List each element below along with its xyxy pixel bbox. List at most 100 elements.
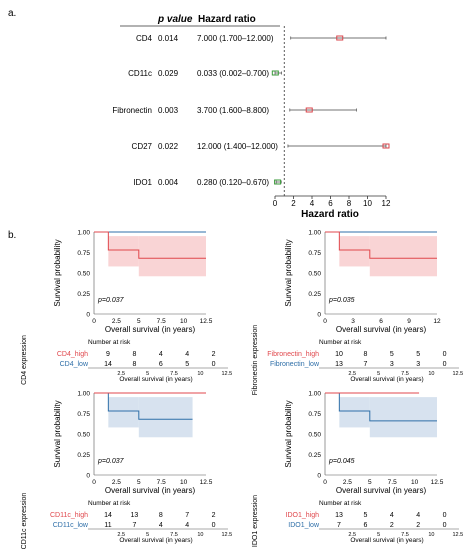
km-ytick: 0: [317, 473, 321, 480]
km-ytick: 0: [86, 473, 90, 480]
risk-tick: 7.5: [170, 532, 178, 538]
km-xtick: 0: [92, 479, 96, 486]
risk-high-count: 10: [335, 351, 343, 358]
risk-tick: 2.5: [348, 532, 356, 538]
row-pvalue: 0.003: [158, 106, 179, 115]
row-hr-text: 3.700 (1.600–8.800): [197, 106, 269, 115]
risk-title: Number at risk: [319, 500, 362, 507]
km-xtick: 0: [92, 318, 96, 325]
risk-low-count: 7: [363, 361, 367, 368]
km-plot-fn: Survival probability 1.00 0.75 0.50 0.25 0 p=0…: [252, 230, 463, 396]
risk-high-count: 4: [416, 512, 420, 519]
km-xtick: 12.5: [200, 318, 213, 325]
km-plot-cd11c: Survival probability 1.00 0.75 0.50 0.25 0 p=0…: [21, 391, 232, 550]
ci-band: [138, 397, 193, 438]
risk-high-count: 13: [335, 512, 343, 519]
km-pvalue: p=0.035: [328, 297, 355, 304]
risk-high-count: 0: [443, 512, 447, 519]
km-pvalue: p=0.045: [328, 458, 355, 465]
forest-tick-label: 0: [273, 199, 278, 208]
risk-low-count: 4: [159, 522, 163, 529]
risk-tick: 10: [197, 532, 203, 538]
risk-high-count: 5: [390, 351, 394, 358]
km-plot-cd4: Survival probability 1.00 0.75 0.50 0.25 0 p=0…: [21, 230, 232, 385]
risk-high-count: 0: [443, 351, 447, 358]
hr-header: Hazard ratio: [198, 14, 256, 25]
risk-high-count: 7: [185, 512, 189, 519]
forest-xlabel: Hazard ratio: [301, 209, 359, 220]
km-ytick: 0: [317, 312, 321, 319]
row-pvalue: 0.022: [158, 142, 179, 151]
risk-low-count: 0: [443, 522, 447, 529]
risk-tick: 5: [146, 532, 149, 538]
row-name: Fibronectin: [112, 106, 152, 115]
km-ylabel: Survival probability: [284, 239, 293, 306]
km-xlabel: Overall survival (in years): [105, 325, 196, 334]
km-xtick: 7.5: [157, 318, 166, 325]
km-ytick: 1.00: [77, 391, 90, 398]
hr-point: [271, 70, 279, 76]
risk-high-label: CD4_high: [57, 351, 88, 358]
risk-tick: 5: [146, 371, 149, 377]
row-pvalue: 0.004: [158, 178, 179, 187]
risk-low-count: 6: [363, 522, 367, 529]
risk-low-count: 0: [443, 361, 447, 368]
risk-low-label: CD4_low: [60, 361, 89, 368]
risk-low-count: 13: [335, 361, 343, 368]
row-name: CD27: [132, 142, 153, 151]
risk-title: Number at risk: [88, 339, 131, 346]
panel-b-label: b.: [8, 230, 16, 241]
row-name: CD11c: [128, 69, 152, 78]
km-xtick: 3: [351, 318, 355, 325]
risk-xlabel: Overall survival (in years): [350, 376, 423, 383]
row-pvalue: 0.029: [158, 69, 179, 78]
risk-high-count: 5: [363, 512, 367, 519]
km-ytick: 1.00: [308, 391, 321, 398]
risk-low-count: 3: [390, 361, 394, 368]
risk-low-label: Fibronectin_low: [270, 361, 320, 368]
risk-high-count: 2: [212, 512, 216, 519]
km-xtick: 7.5: [157, 479, 166, 486]
km-ytick: 0.50: [77, 432, 90, 439]
risk-low-count: 2: [416, 522, 420, 529]
risk-low-label: IDO1_low: [288, 522, 320, 529]
risk-low-count: 14: [104, 361, 112, 368]
risk-low-count: 4: [185, 522, 189, 529]
km-xtick: 10: [411, 479, 419, 486]
km-ytick: 0.25: [77, 291, 90, 298]
forest-tick-label: 10: [363, 199, 372, 208]
ci-band: [138, 236, 206, 277]
risk-low-count: 7: [132, 522, 136, 529]
risk-high-label: Fibronectin_high: [267, 351, 319, 358]
km-xtick: 2.5: [112, 479, 121, 486]
risk-low-count: 7: [337, 522, 341, 529]
risk-high-count: 14: [104, 512, 112, 519]
risk-low-count: 6: [159, 361, 163, 368]
risk-low-count: 5: [185, 361, 189, 368]
ci-band: [108, 236, 139, 267]
row-hr-text: 7.000 (1.700–12.000): [197, 34, 274, 43]
km-pvalue: p=0.037: [97, 458, 125, 465]
risk-high-count: 8: [363, 351, 367, 358]
km-pvalue: p=0.037: [97, 297, 125, 304]
risk-low-count: 0: [212, 361, 216, 368]
risk-axis-label: CD4 expression: [21, 335, 28, 385]
panel-a-label: a.: [8, 8, 16, 19]
km-ylabel: Survival probability: [284, 400, 293, 467]
km-plot-ido1: Survival probability 1.00 0.75 0.50 0.25 0 p=0…: [252, 391, 463, 548]
risk-xlabel: Overall survival (in years): [119, 537, 192, 544]
km-xlabel: Overall survival (in years): [105, 486, 196, 495]
risk-high-count: 8: [159, 512, 163, 519]
risk-tick: 2.5: [117, 371, 125, 377]
row-name: CD4: [136, 34, 153, 43]
km-xtick: 5: [137, 479, 141, 486]
risk-axis-label: IDO1 expression: [252, 495, 259, 547]
km-xtick: 12.5: [431, 479, 444, 486]
risk-tick: 7.5: [401, 532, 409, 538]
risk-high-count: 4: [390, 512, 394, 519]
risk-high-count: 4: [159, 351, 163, 358]
km-ytick: 0.75: [308, 250, 321, 257]
forest-plot: 0 2 4 6 8 10 12 CD4 0.014 7.000 (1.700–12.000) CD1…: [112, 25, 391, 208]
risk-tick: 12.5: [221, 532, 232, 538]
